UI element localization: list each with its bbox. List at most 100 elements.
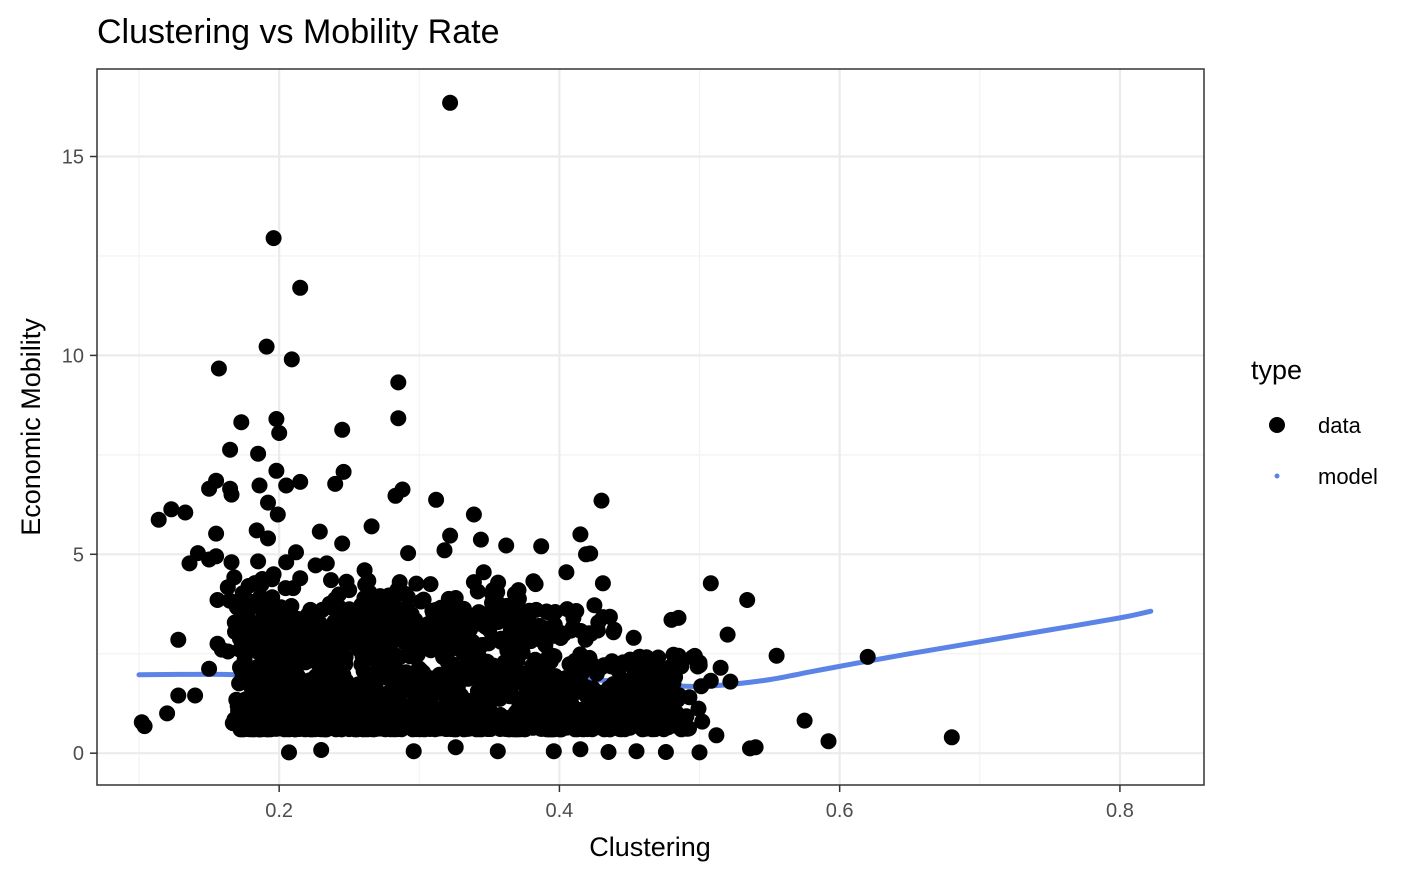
data-point	[690, 700, 707, 717]
data-point	[398, 633, 415, 650]
data-point	[163, 501, 180, 518]
data-point	[265, 230, 282, 247]
data-point	[201, 480, 218, 497]
data-point	[250, 445, 267, 462]
data-point	[593, 492, 610, 509]
data-point	[588, 665, 605, 682]
data-point	[356, 641, 373, 658]
data-point	[584, 680, 601, 697]
data-point	[412, 703, 429, 720]
y-tick-label: 5	[73, 544, 84, 566]
data-point	[410, 664, 427, 681]
data-point	[796, 712, 813, 729]
data-point	[359, 597, 376, 614]
data-point	[553, 719, 570, 736]
data-point	[522, 718, 539, 735]
data-point	[691, 744, 708, 761]
y-tick-label: 15	[62, 147, 84, 169]
data-point	[387, 487, 404, 504]
data-point	[443, 664, 460, 681]
data-point	[250, 697, 267, 714]
data-point	[294, 672, 311, 689]
data-point	[332, 651, 349, 668]
data-point	[859, 648, 876, 665]
data-point	[316, 694, 332, 710]
data-point	[136, 718, 153, 735]
chart-title: Clustering vs Mobility Rate	[97, 13, 499, 51]
data-point	[665, 675, 682, 692]
data-point	[681, 689, 698, 706]
data-point	[436, 542, 453, 559]
data-point	[268, 411, 285, 427]
data-point	[313, 742, 330, 758]
data-point	[299, 717, 316, 734]
data-point	[288, 544, 304, 561]
data-point	[400, 545, 417, 562]
data-point	[489, 595, 506, 612]
data-point	[208, 548, 225, 565]
data-point	[451, 695, 468, 712]
data-point	[590, 614, 607, 631]
data-point	[582, 545, 599, 562]
data-point	[233, 414, 250, 431]
data-point	[633, 707, 650, 724]
data-point	[159, 705, 176, 722]
data-point	[387, 586, 403, 603]
x-tick-label: 0.2	[265, 800, 293, 822]
data-point	[390, 410, 407, 427]
data-point	[310, 615, 327, 632]
data-point	[442, 94, 459, 111]
data-point	[577, 631, 594, 648]
data-point	[342, 623, 359, 640]
data-point	[325, 617, 342, 634]
data-point	[223, 554, 240, 571]
data-point	[580, 717, 597, 734]
data-point	[558, 564, 575, 581]
data-point	[245, 593, 262, 610]
data-point	[271, 425, 288, 441]
data-point	[372, 588, 389, 605]
data-point	[208, 525, 225, 542]
data-point	[223, 486, 240, 503]
data-point	[527, 576, 544, 593]
data-point	[581, 698, 598, 715]
data-point	[311, 647, 328, 664]
data-point	[485, 719, 502, 736]
data-point	[712, 659, 729, 676]
data-point	[477, 705, 494, 722]
data-point	[681, 720, 697, 737]
data-point	[292, 473, 309, 490]
data-point	[259, 652, 276, 668]
data-point	[498, 537, 515, 554]
data-point	[330, 693, 347, 710]
data-point	[250, 553, 267, 570]
data-point	[594, 575, 611, 592]
panel-border	[96, 68, 1205, 786]
data-point	[628, 743, 645, 760]
data-point	[604, 653, 620, 670]
data-point	[468, 720, 485, 737]
data-point	[422, 576, 439, 593]
data-point	[283, 351, 300, 368]
data-point	[670, 647, 687, 664]
data-point	[233, 621, 250, 638]
data-point	[335, 711, 352, 728]
data-point	[533, 538, 550, 555]
data-point	[646, 653, 663, 670]
data-point	[494, 685, 510, 702]
data-point	[545, 743, 562, 760]
data-point	[428, 491, 445, 508]
data-point	[546, 679, 563, 696]
data-point	[694, 713, 711, 730]
data-point	[315, 705, 332, 722]
data-point	[447, 590, 464, 606]
data-point	[691, 654, 708, 671]
data-point	[264, 589, 281, 606]
data-point	[237, 714, 254, 730]
data-point	[253, 627, 270, 644]
data-point	[318, 555, 335, 572]
data-point	[722, 673, 739, 690]
y-tick-label: 10	[62, 345, 84, 367]
data-point	[506, 585, 523, 602]
